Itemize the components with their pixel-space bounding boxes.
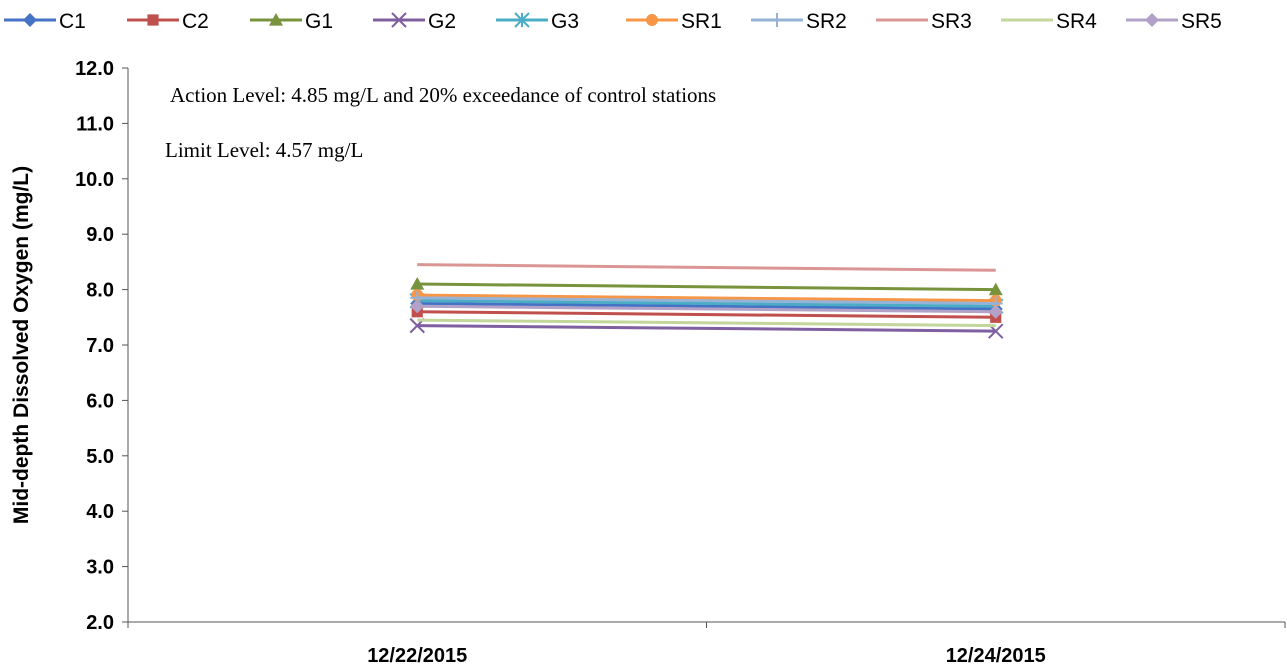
legend-marker <box>646 14 658 26</box>
y-tick-label: 6.0 <box>86 390 114 412</box>
action-level-annotation: Action Level: 4.85 mg/L and 20% exceedan… <box>170 83 716 107</box>
series-line <box>417 299 996 308</box>
series-sr4 <box>417 318 996 328</box>
series-line <box>417 296 996 305</box>
legend-item-c2: C2 <box>127 10 209 33</box>
series-line <box>417 304 996 314</box>
legend-marker <box>391 12 407 28</box>
x-tick-label: 12/24/2015 <box>946 645 1046 667</box>
series-line <box>417 293 996 303</box>
series-line <box>417 301 996 311</box>
legend-marker <box>269 13 283 26</box>
limit-level-annotation: Limit Level: 4.57 mg/L <box>165 138 363 162</box>
series-g1 <box>410 277 1003 296</box>
legend-label: C2 <box>182 10 209 33</box>
legend-label: G3 <box>551 10 579 33</box>
series-line <box>417 318 996 328</box>
x-axis: 12/22/2015 12/24/2015 <box>127 621 1286 667</box>
series-line <box>417 282 996 292</box>
series-sr3 <box>417 263 996 272</box>
data-point <box>410 299 425 314</box>
legend-label: SR4 <box>1056 10 1097 33</box>
legend-item-sr3: SR3 <box>876 10 972 33</box>
legend-label: SR3 <box>931 10 972 33</box>
series-sr5 <box>410 299 1003 319</box>
x-tick-label: 12/22/2015 <box>367 645 467 667</box>
legend-marker <box>1145 13 1159 27</box>
series-line <box>417 310 996 319</box>
y-axis-title: Mid-depth Dissolved Oxygen (mg/L) <box>10 166 33 524</box>
legend-item-g3: G3 <box>496 10 579 33</box>
legend-label: C1 <box>59 10 86 33</box>
legend: C1 C2 G1 G2 G3 SR1 SR2 SR3 SR4 SR5 <box>4 10 1222 33</box>
legend-item-g1: G1 <box>250 10 333 33</box>
y-tick-label: 10.0 <box>75 169 114 191</box>
y-tick-label: 4.0 <box>86 501 114 523</box>
y-tick-label: 9.0 <box>86 224 114 246</box>
series-line <box>417 324 996 333</box>
legend-item-sr5: SR5 <box>1126 10 1222 33</box>
legend-label: SR5 <box>1181 10 1222 33</box>
data-point <box>410 277 425 290</box>
legend-label: G2 <box>428 10 456 33</box>
legend-item-sr1: SR1 <box>626 10 722 33</box>
legend-label: G1 <box>305 10 333 33</box>
legend-label: SR1 <box>681 10 722 33</box>
legend-marker <box>147 14 159 26</box>
y-axis: 12.0 11.0 10.0 9.0 8.0 7.0 6.0 5.0 4.0 3.0 2.0 <box>75 58 129 634</box>
y-tick-label: 12.0 <box>75 58 114 80</box>
y-tick-label: 5.0 <box>86 446 114 468</box>
legend-label: SR2 <box>806 10 847 33</box>
legend-marker <box>514 12 530 28</box>
legend-item-sr2: SR2 <box>751 10 847 33</box>
series-line <box>417 263 996 272</box>
legend-marker <box>770 13 784 27</box>
y-tick-label: 11.0 <box>76 113 114 135</box>
legend-item-g2: G2 <box>373 10 456 33</box>
series-group <box>409 263 1004 339</box>
data-point <box>988 282 1003 296</box>
data-point <box>988 304 1003 319</box>
y-tick-label: 3.0 <box>86 557 114 579</box>
legend-item-c1: C1 <box>4 10 86 33</box>
y-tick-label: 7.0 <box>86 335 114 357</box>
y-tick-label: 8.0 <box>86 280 114 302</box>
legend-marker <box>23 13 37 27</box>
legend-item-sr4: SR4 <box>1001 10 1097 33</box>
y-tick-label: 2.0 <box>86 612 114 634</box>
